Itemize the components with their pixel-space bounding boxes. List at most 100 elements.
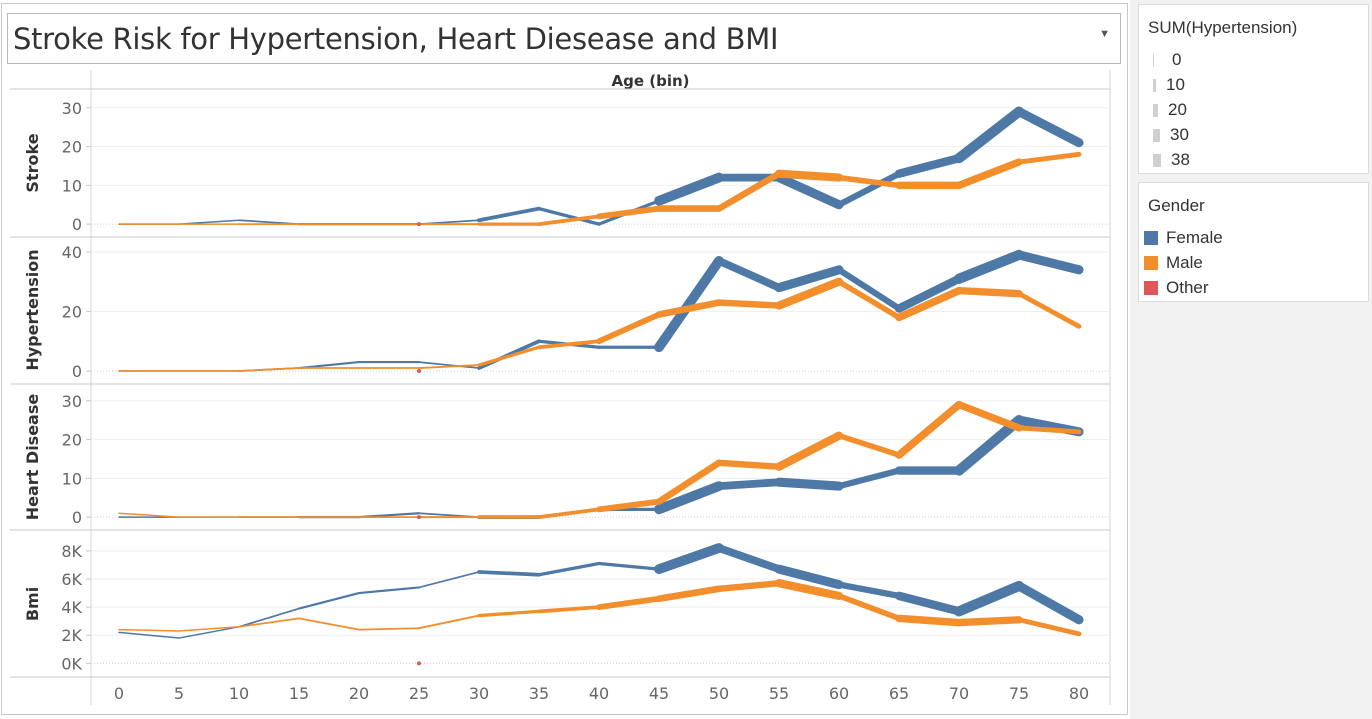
x-tick-label: 65: [889, 684, 909, 703]
row-label: Heart Disease: [23, 394, 42, 521]
row-label: Hypertension: [23, 249, 42, 370]
size-mark-icon: [1153, 153, 1161, 167]
series-segment-male: [537, 507, 601, 519]
size-legend-title: SUM(Hypertension): [1148, 18, 1298, 37]
series-segment-male: [715, 299, 783, 309]
y-tick-label: 0K: [61, 654, 82, 673]
y-tick-label: 30: [62, 99, 82, 118]
x-tick-label: 80: [1069, 684, 1089, 703]
y-tick-label: 10: [62, 176, 82, 195]
series-segment-male: [596, 498, 662, 513]
color-swatch-icon: [1144, 281, 1158, 295]
series-segment-male: [715, 459, 783, 470]
series-segment-female: [774, 173, 844, 210]
y-tick-label: 30: [62, 392, 82, 411]
workspace: Stroke Risk for Hypertension, Heart Dies…: [1, 3, 1128, 715]
series-segment-female: [835, 467, 903, 490]
series-segment-female: [537, 561, 601, 577]
column-header: Age (bin): [611, 72, 689, 90]
size-legend-label: 30: [1170, 125, 1189, 144]
x-tick-label: 75: [1009, 684, 1029, 703]
series-segment-male: [955, 400, 1023, 432]
size-legend-label: 0: [1172, 50, 1182, 69]
series-segment-male: [715, 170, 783, 212]
size-legend[interactable]: SUM(Hypertension) 0 10 20 30 38: [1138, 4, 1369, 174]
title-bar[interactable]: Stroke Risk for Hypertension, Heart Dies…: [7, 13, 1121, 64]
series-segment-male: [895, 400, 963, 459]
series-segment-male: [655, 459, 723, 505]
color-legend-label: Female: [1166, 228, 1223, 247]
series-point-other: [417, 515, 421, 520]
color-legend-label: Other: [1166, 278, 1209, 297]
size-legend-item[interactable]: 30: [1153, 124, 1189, 146]
series-segment-female: [835, 581, 903, 599]
series-segment-female: [654, 255, 724, 353]
y-tick-label: 4K: [61, 598, 82, 617]
series-segment-male: [955, 158, 1023, 189]
series-segment-female: [654, 543, 724, 575]
series-segment-female: [238, 607, 300, 628]
series-segment-male: [774, 579, 844, 600]
x-tick-label: 70: [949, 684, 969, 703]
size-legend-item[interactable]: 0: [1153, 49, 1181, 71]
series-segment-female: [953, 106, 1025, 164]
color-legend[interactable]: Gender Female Male Other: [1138, 182, 1369, 302]
x-tick-label: 35: [529, 684, 549, 703]
size-legend-item[interactable]: 38: [1153, 149, 1190, 171]
series-segment-female: [835, 170, 903, 208]
legend-sidebar: SUM(Hypertension) 0 10 20 30 38 Gender Femal…: [1130, 0, 1372, 719]
series-segment-male: [836, 593, 902, 622]
size-legend-label: 20: [1168, 100, 1187, 119]
series-segment-female: [178, 626, 240, 639]
color-legend-item-other[interactable]: Other: [1144, 277, 1209, 299]
series-segment-female: [715, 478, 783, 490]
row-label: Stroke: [23, 133, 42, 192]
series-segment-male: [298, 617, 360, 631]
x-tick-label: 10: [229, 684, 249, 703]
series-segment-female: [894, 591, 964, 616]
series-segment-male: [774, 277, 844, 310]
series-segment-female: [654, 481, 724, 515]
series-segment-male: [655, 299, 723, 318]
size-mark-icon: [1153, 53, 1154, 67]
x-tick-label: 15: [289, 684, 309, 703]
color-legend-item-female[interactable]: Female: [1144, 227, 1223, 249]
size-legend-item[interactable]: 10: [1153, 74, 1185, 96]
size-legend-label: 10: [1166, 75, 1185, 94]
series-segment-female: [118, 631, 180, 639]
series-segment-male: [537, 214, 601, 226]
series-segment-female: [418, 361, 480, 369]
series-segment-male: [895, 614, 963, 627]
chevron-down-icon[interactable]: ▼: [1099, 28, 1110, 40]
y-tick-label: 6K: [61, 570, 82, 589]
series-segment-male: [836, 174, 902, 189]
series-segment-female: [953, 580, 1025, 617]
series-segment-female: [953, 249, 1025, 284]
series-point-other: [417, 661, 421, 666]
series-segment-male: [836, 432, 902, 458]
color-legend-item-male[interactable]: Male: [1144, 252, 1203, 274]
x-tick-label: 5: [174, 684, 184, 703]
series-segment-female: [1014, 250, 1084, 275]
series-segment-female: [297, 361, 361, 370]
size-legend-item[interactable]: 20: [1153, 99, 1187, 121]
series-segment-female: [774, 477, 844, 491]
worksheet-frame: [1, 3, 1128, 715]
series-segment-male: [596, 205, 662, 220]
series-segment-male: [238, 617, 300, 628]
series-segment-male: [537, 339, 601, 350]
series-segment-female: [418, 571, 480, 589]
series-segment-female: [953, 415, 1025, 476]
x-tick-label: 55: [769, 684, 789, 703]
y-tick-label: 20: [62, 302, 82, 321]
color-legend-label: Male: [1166, 253, 1203, 272]
series-segment-male: [1016, 291, 1082, 329]
series-segment-female: [477, 206, 541, 223]
size-mark-icon: [1153, 78, 1156, 92]
row-label: Bmi: [23, 587, 42, 621]
x-tick-label: 0: [114, 684, 124, 703]
size-mark-icon: [1153, 128, 1160, 142]
series-segment-female: [774, 564, 844, 590]
series-segment-female: [654, 172, 724, 206]
series-segment-male: [955, 616, 1023, 627]
